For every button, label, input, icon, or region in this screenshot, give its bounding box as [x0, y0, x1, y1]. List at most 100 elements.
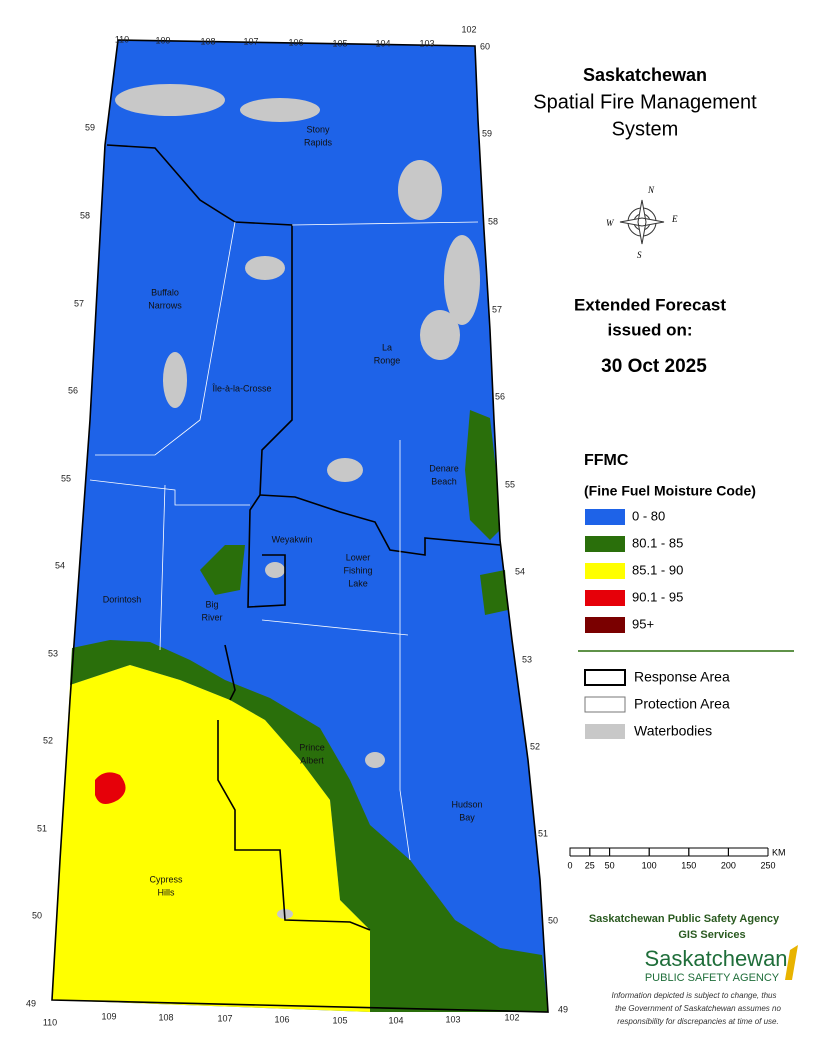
- place-label: Narrows: [148, 300, 182, 310]
- place-label: Rapids: [304, 137, 333, 147]
- legend: 0 - 80 80.1 - 85 85.1 - 90 90.1 - 95 95+: [585, 508, 683, 633]
- coordinate-label: 57: [74, 298, 84, 308]
- waterbody: [398, 160, 442, 220]
- coordinate-label: 56: [68, 385, 78, 395]
- protection-boundary: [261, 619, 409, 636]
- map: [51, 39, 549, 1013]
- coordinate-label: 108: [200, 36, 215, 46]
- coordinate-label: 109: [155, 35, 170, 45]
- legend-title: FFMC: [584, 452, 629, 469]
- coordinate-label: 109: [101, 1011, 116, 1021]
- place-label: Buffalo: [151, 287, 179, 297]
- coordinate-label: 55: [61, 473, 71, 483]
- coordinate-label: 58: [80, 210, 90, 220]
- scale-segment: [569, 847, 591, 856]
- compass-letter: N: [647, 185, 655, 195]
- province-outline: [51, 39, 549, 1013]
- place-label: Prince: [299, 742, 325, 752]
- response-boundary: [106, 144, 293, 608]
- place-label: Denare: [429, 463, 459, 473]
- coordinate-label: 110: [115, 34, 129, 44]
- coordinate-label: 49: [26, 998, 36, 1008]
- scale-unit: KM: [772, 847, 786, 857]
- waterbody: [365, 752, 385, 768]
- protection-boundary: [399, 440, 411, 861]
- coordinate-label: 103: [445, 1014, 460, 1024]
- legend-swatch: [585, 563, 625, 579]
- place-label: Beach: [431, 476, 457, 486]
- coordinate-label: 58: [488, 216, 498, 226]
- scale-label: 0: [567, 860, 572, 870]
- disclaimer: responsibility for discrepancies at time…: [617, 1017, 778, 1026]
- coordinate-label: 51: [37, 823, 47, 833]
- legend-swatch: [585, 509, 625, 525]
- scale-bar: 0 25 50 100 150 200 250 KM: [567, 847, 785, 870]
- agency-unit: GIS Services: [678, 929, 745, 941]
- protection-boundary: [89, 479, 250, 506]
- coordinate-label: 107: [243, 36, 258, 46]
- legend-swatch: [585, 590, 625, 606]
- legend-label: 90.1 - 95: [632, 589, 683, 604]
- legend-swatch: [585, 536, 625, 552]
- scale-label: 50: [605, 860, 615, 870]
- zone-moderate: [70, 410, 548, 1012]
- compass: [619, 199, 665, 245]
- scale-label: 100: [642, 860, 657, 870]
- response-boundary: [217, 720, 371, 931]
- coordinate-label: 107: [217, 1013, 232, 1023]
- scale-label: 150: [681, 860, 696, 870]
- coordinate-label: 57: [492, 304, 502, 314]
- coordinate-label: 59: [482, 128, 492, 138]
- legend-label: 80.1 - 85: [632, 535, 683, 550]
- place-label: Stony: [306, 124, 330, 134]
- coordinate-label: 55: [505, 479, 515, 489]
- coordinate-label: 105: [332, 38, 347, 48]
- forecast-date: 30 Oct 2025: [601, 356, 707, 377]
- coordinate-label: 52: [530, 741, 540, 751]
- place-label: Albert: [300, 755, 324, 765]
- forecast-heading: Extended Forecast: [574, 295, 726, 314]
- disclaimer: Information depicted is subject to chang…: [612, 991, 777, 1000]
- place-label: Big: [205, 599, 218, 609]
- waterbody: [163, 352, 187, 408]
- place-label: Île-à-la-Crosse: [211, 383, 271, 393]
- response-areas: [51, 39, 549, 1013]
- scale-label: 250: [760, 860, 775, 870]
- place-label: Ronge: [374, 355, 401, 365]
- place-label: Weyakwin: [272, 534, 313, 544]
- coordinate-label: 49: [558, 1004, 568, 1014]
- scale-label: 25: [585, 860, 595, 870]
- protection-areas: [89, 221, 479, 861]
- waterbody: [327, 458, 363, 482]
- legend-label: Protection Area: [634, 696, 730, 712]
- place-label: La: [382, 342, 392, 352]
- coordinate-label: 53: [48, 648, 58, 658]
- legend-swatch: [585, 617, 625, 633]
- protection-boundary: [159, 484, 166, 651]
- scale-segment: [609, 847, 650, 856]
- place-label: Lake: [348, 578, 368, 588]
- waterbody: [240, 98, 320, 122]
- coordinate-label: 56: [495, 391, 505, 401]
- waterbody: [444, 235, 480, 325]
- compass-letter: W: [606, 218, 615, 228]
- coordinate-label: 54: [515, 566, 525, 576]
- coordinate-label: 59: [85, 122, 95, 132]
- agency: Saskatchewan Public Safety Agency: [589, 913, 780, 925]
- title: Saskatchewan: [583, 65, 707, 85]
- waterbody: [245, 256, 285, 280]
- coordinate-label: 110: [43, 1017, 57, 1027]
- coordinate-label: 106: [288, 37, 303, 47]
- subtitle: System: [612, 118, 679, 140]
- coordinate-label: 103: [419, 38, 434, 48]
- scale-label: 200: [721, 860, 736, 870]
- disclaimer: the Government of Saskatchewan assumes n…: [615, 1004, 781, 1013]
- compass-letter: S: [637, 250, 642, 260]
- response-swatch: [584, 669, 626, 686]
- coordinate-label: 104: [388, 1015, 403, 1025]
- waterbody: [420, 310, 460, 360]
- legend-label: 95+: [632, 616, 654, 631]
- coordinate-label: 60: [480, 41, 490, 51]
- place-label: Cypress: [149, 874, 183, 884]
